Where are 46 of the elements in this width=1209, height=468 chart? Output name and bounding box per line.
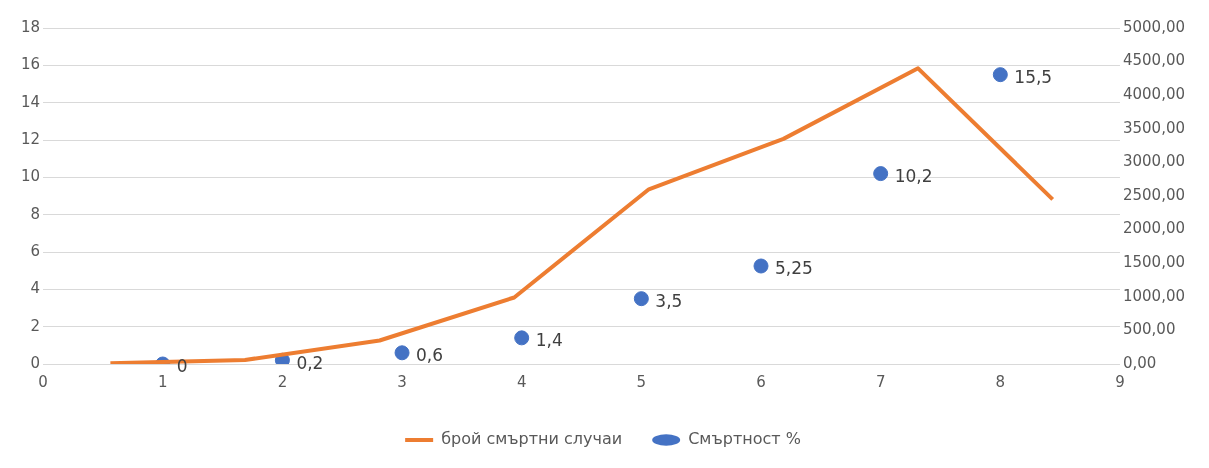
x-tick-label: 5	[636, 372, 647, 391]
y2-tick-label: 1500,00	[1122, 253, 1185, 272]
y2-tick-label: 3500,00	[1122, 118, 1185, 137]
legend-label: Смъртност %	[688, 429, 801, 449]
y-tick-label: 4	[30, 279, 41, 298]
y-tick-label: 6	[30, 241, 41, 260]
point	[514, 330, 530, 346]
y2-tick-label: 5000,00	[1122, 17, 1185, 36]
legend-label: брой смъртни случаи	[441, 429, 623, 449]
point	[873, 166, 889, 182]
y-tick-label: 8	[30, 204, 41, 223]
y-tick-label: 0	[30, 353, 41, 372]
point	[753, 258, 769, 274]
y-tick-label: 14	[20, 92, 41, 111]
y2-tick-label: 4000,00	[1122, 85, 1185, 104]
y2-tick-label: 2500,00	[1122, 185, 1185, 204]
point	[992, 67, 1008, 83]
y2-tick-label: 3000,00	[1122, 152, 1185, 171]
data-label: 0,2	[296, 352, 324, 373]
y-tick-label: 18	[20, 17, 41, 36]
x-tick-label: 8	[995, 372, 1006, 391]
y-tick-label: 16	[20, 55, 41, 74]
x-tick-label: 1	[157, 372, 168, 391]
point	[394, 345, 410, 361]
y2-tick-label: 2000,00	[1122, 219, 1185, 238]
y2-tick-label: 0,00	[1122, 353, 1157, 372]
y-tick-label: 10	[20, 167, 41, 186]
data-label: 5,25	[775, 258, 813, 279]
y2-tick-label: 500,00	[1122, 320, 1176, 339]
y-tick-label: 12	[20, 129, 41, 148]
point	[633, 291, 649, 307]
data-label: 10,2	[894, 166, 933, 187]
y-tick-label: 2	[30, 316, 41, 335]
data-label: 0,6	[416, 345, 444, 366]
y2-tick-label: 4500,00	[1122, 51, 1185, 70]
x-tick-label: 2	[277, 372, 288, 391]
x-tick-label: 9	[1115, 372, 1125, 391]
x-tick-label: 7	[875, 372, 886, 391]
data-label: 3,5	[655, 291, 683, 312]
x-tick-label: 6	[756, 372, 766, 391]
x-tick-label: 4	[516, 372, 527, 391]
y2-tick-label: 1000,00	[1122, 286, 1185, 305]
data-label: 1,4	[535, 330, 563, 351]
x-tick-label: 3	[397, 372, 407, 391]
data-label: 15,5	[1014, 67, 1053, 88]
data-label: 0	[176, 356, 188, 377]
